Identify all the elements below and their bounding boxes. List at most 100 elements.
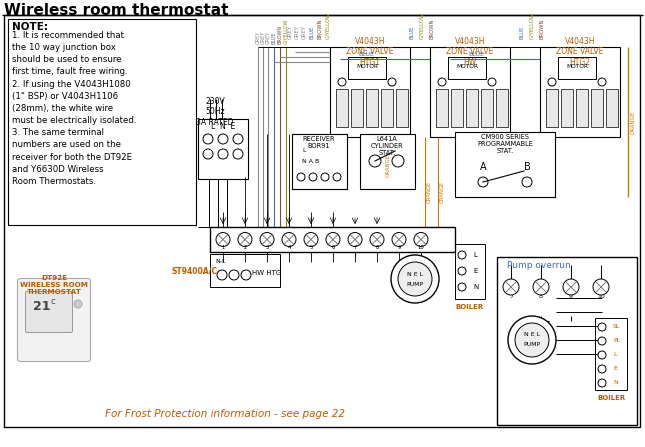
Circle shape [238,232,252,246]
Bar [455,244,485,299]
Text: N E L: N E L [524,333,540,337]
Text: BROWN: BROWN [539,19,544,39]
Text: L  N  E: L N E [211,122,235,131]
Text: 21: 21 [34,300,51,313]
Bar [360,134,415,189]
Bar [451,89,463,127]
FancyBboxPatch shape [17,278,90,362]
Text: 3: 3 [265,245,268,250]
Circle shape [304,232,318,246]
Circle shape [309,173,317,181]
Text: BOILER: BOILER [456,304,484,310]
Text: GREY: GREY [255,31,261,44]
Text: L: L [302,148,306,153]
Bar [292,134,347,189]
Text: 7: 7 [353,245,357,250]
Circle shape [458,267,466,275]
Text: DT92E
WIRELESS ROOM
THERMOSTAT: DT92E WIRELESS ROOM THERMOSTAT [20,275,88,295]
Text: B: B [524,162,530,172]
Circle shape [478,177,488,187]
Bar [436,89,448,127]
Text: ORANGE: ORANGE [427,181,432,203]
Circle shape [515,323,549,357]
Text: PL: PL [613,338,620,343]
Circle shape [216,232,230,246]
Bar [448,57,486,79]
Bar [558,57,596,79]
Circle shape [370,232,384,246]
Bar [497,257,637,425]
Text: V4043H
ZONE VALVE
HW: V4043H ZONE VALVE HW [446,37,493,67]
Circle shape [388,78,396,86]
Text: MOTOR: MOTOR [456,64,478,69]
Text: BROWN: BROWN [317,19,322,39]
Text: BLUE: BLUE [519,25,524,39]
Text: E: E [473,268,477,274]
Bar [455,132,555,197]
Text: 1. It is recommended that
the 10 way junction box
should be used to ensure
first: 1. It is recommended that the 10 way jun… [12,31,137,186]
Text: HW HTG: HW HTG [252,270,281,276]
Text: L641A
CYLINDER
STAT.: L641A CYLINDER STAT. [371,136,403,156]
Circle shape [598,337,606,345]
Text: 2: 2 [243,245,246,250]
Circle shape [533,279,549,295]
Circle shape [392,155,404,167]
Text: GREY: GREY [288,25,292,39]
Circle shape [522,177,532,187]
Bar [481,89,493,127]
Circle shape [548,78,556,86]
Text: CM900 SERIES
PROGRAMMABLE
STAT.: CM900 SERIES PROGRAMMABLE STAT. [477,134,533,154]
Circle shape [326,232,340,246]
Text: 8: 8 [539,295,543,299]
Text: 6: 6 [332,245,335,250]
Text: PUMP: PUMP [406,282,424,287]
Text: N-L: N-L [215,259,226,264]
Circle shape [563,279,579,295]
Text: 8: 8 [375,245,379,250]
Bar [466,89,478,127]
Text: 1: 1 [221,245,224,250]
Text: GREY: GREY [261,31,266,44]
Circle shape [218,149,228,159]
Text: V4043H
ZONE VALVE
HTG2: V4043H ZONE VALVE HTG2 [556,37,604,67]
Bar [396,89,408,127]
Text: GREY: GREY [301,25,306,39]
Text: A: A [480,162,486,172]
Circle shape [503,279,519,295]
Text: ORANGE: ORANGE [440,181,445,203]
Bar [366,89,378,127]
Text: ORANGE: ORANGE [631,110,636,134]
Text: G/YELLOW: G/YELLOW [419,12,424,39]
Circle shape [398,262,432,296]
FancyBboxPatch shape [26,291,72,333]
Text: PUMP: PUMP [524,342,541,347]
Circle shape [321,173,329,181]
Circle shape [233,149,243,159]
Bar [348,57,386,79]
Circle shape [217,270,227,280]
Circle shape [229,270,239,280]
Text: G/YELLOW: G/YELLOW [326,12,330,39]
Text: 9: 9 [397,245,401,250]
Text: BLUE: BLUE [310,25,315,39]
Text: GREY: GREY [266,31,270,44]
Circle shape [74,300,82,308]
Bar [591,89,603,127]
Circle shape [598,379,606,387]
Circle shape [598,351,606,359]
Text: G/YELLOW: G/YELLOW [530,12,535,39]
Bar [430,47,510,137]
Text: 10: 10 [597,295,605,299]
Circle shape [391,255,439,303]
Text: MOTOR: MOTOR [566,64,588,69]
Circle shape [438,78,446,86]
Text: 4: 4 [287,245,291,250]
Bar [496,89,508,127]
Bar [8,19,196,225]
Text: 5: 5 [310,245,313,250]
Bar [576,89,588,127]
Text: ORANGE: ORANGE [386,154,390,177]
Bar [561,89,573,127]
Circle shape [203,134,213,144]
Text: ST9400A/C: ST9400A/C [172,266,218,275]
